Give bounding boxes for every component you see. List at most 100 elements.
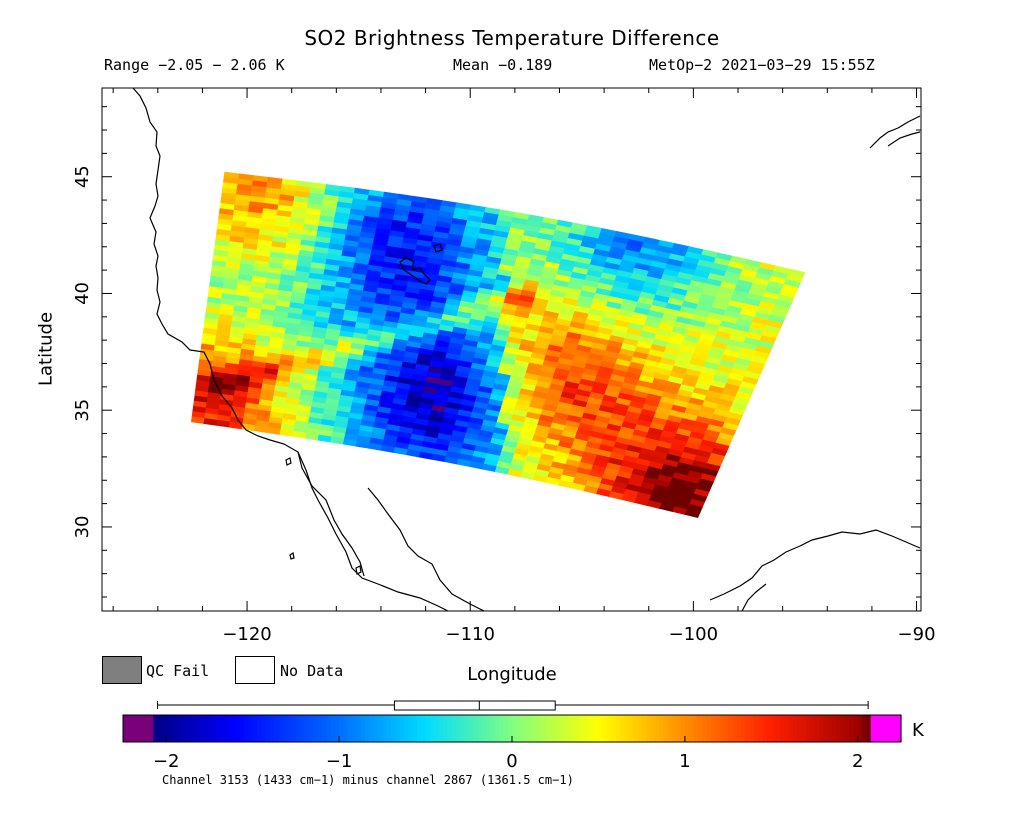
colorbar-segment bbox=[615, 715, 621, 742]
y-tick-label: 35 bbox=[72, 399, 93, 422]
colorbar-segment bbox=[797, 715, 803, 742]
colorbar-segment bbox=[875, 715, 880, 742]
colorbar-segment bbox=[710, 715, 716, 742]
colorbar-segment bbox=[745, 715, 751, 742]
colorbar-segment bbox=[408, 715, 414, 742]
colorbar-segment bbox=[174, 715, 180, 742]
colorbar-segment bbox=[382, 715, 388, 742]
colorbar-segment bbox=[269, 715, 275, 742]
colorbar-boxplot bbox=[157, 700, 869, 711]
colorbar-segment bbox=[161, 715, 167, 742]
colorbar-segment bbox=[373, 715, 379, 742]
colorbar-segment bbox=[352, 715, 357, 742]
colorbar-segment bbox=[300, 715, 306, 742]
colorbar-segment bbox=[218, 715, 224, 742]
y-axis: 30 35 40 45 bbox=[72, 106, 921, 598]
x-tick-label: −90 bbox=[898, 624, 936, 645]
colorbar-segment bbox=[425, 715, 431, 742]
colorbar-segment bbox=[736, 715, 742, 742]
colorbar-segment bbox=[546, 715, 552, 742]
colorbar-segment bbox=[378, 715, 383, 742]
y-tick-label: 45 bbox=[72, 165, 93, 188]
gulf-coast-south bbox=[741, 583, 767, 611]
colorbar-segment bbox=[585, 715, 591, 742]
y-tick-label: 40 bbox=[72, 282, 93, 305]
colorbar-segment bbox=[135, 715, 141, 742]
colorbar-segment bbox=[369, 715, 375, 742]
colorbar-segment bbox=[447, 715, 453, 742]
x-axis-label: Longitude bbox=[467, 664, 557, 685]
colorbar-segment bbox=[429, 715, 435, 742]
colorbar-tick-label: 1 bbox=[679, 751, 690, 772]
colorbar-segment bbox=[602, 715, 608, 742]
x-tick-label: −110 bbox=[445, 624, 494, 645]
colorbar-segment bbox=[637, 715, 643, 742]
colorbar-segment bbox=[779, 715, 785, 742]
colorbar-segment bbox=[434, 715, 440, 742]
colorbar-segment bbox=[693, 715, 699, 742]
colorbar-segment bbox=[888, 715, 893, 742]
colorbar-segment bbox=[792, 715, 798, 742]
colorbar-segment bbox=[810, 715, 816, 742]
west-coast bbox=[132, 88, 450, 611]
colorbar-tick-label: 2 bbox=[852, 751, 863, 772]
great-salt-lake bbox=[399, 257, 431, 285]
colorbar-segment bbox=[499, 715, 504, 742]
colorbar-segment bbox=[671, 715, 677, 742]
colorbar: −2 −1 0 1 2 bbox=[122, 714, 902, 772]
colorbar-segment bbox=[153, 715, 159, 742]
colorbar-segment bbox=[883, 715, 889, 742]
colorbar-segment bbox=[140, 715, 146, 742]
colorbar-segment bbox=[680, 715, 686, 742]
colorbar-segment bbox=[754, 715, 759, 742]
colorbar-segment bbox=[490, 715, 496, 742]
colorbar-segment bbox=[209, 715, 215, 742]
colorbar-segment bbox=[512, 715, 517, 742]
colorbar-segment bbox=[460, 715, 466, 742]
colorbar-segment bbox=[555, 715, 561, 742]
qc-fail-swatch bbox=[102, 656, 142, 684]
colorbar-segment bbox=[767, 715, 772, 742]
colorbar-segment bbox=[166, 715, 172, 742]
colorbar-tick-label: −2 bbox=[153, 751, 180, 772]
colorbar-segment bbox=[235, 715, 241, 742]
small-lake bbox=[433, 243, 443, 253]
colorbar-tick-label: 0 bbox=[506, 751, 517, 772]
colorbar-segment bbox=[330, 715, 336, 742]
colorbar-segment bbox=[542, 715, 548, 742]
colorbar-segment bbox=[866, 715, 872, 742]
colorbar-segment bbox=[295, 715, 301, 742]
colorbar-segment bbox=[676, 715, 682, 742]
colorbar-segment bbox=[244, 715, 249, 742]
chart-title: SO2 Brightness Temperature Difference bbox=[304, 26, 720, 50]
colorbar-segment bbox=[183, 715, 189, 742]
colorbar-segment bbox=[550, 715, 556, 742]
colorbar-segment bbox=[611, 715, 617, 742]
qc-fail-label: QC Fail bbox=[146, 662, 210, 680]
colorbar-segment bbox=[641, 715, 647, 742]
colorbar-segment bbox=[628, 715, 634, 742]
colorbar-segment bbox=[667, 715, 673, 742]
colorbar-segment bbox=[896, 715, 902, 742]
colorbar-segment bbox=[684, 715, 690, 742]
colorbar-segment bbox=[840, 715, 846, 742]
colorbar-segment bbox=[365, 715, 370, 742]
colorbar-segment bbox=[473, 715, 479, 742]
colorbar-segment bbox=[741, 715, 746, 742]
colorbar-tick-label: −1 bbox=[326, 751, 353, 772]
colorbar-segment bbox=[650, 715, 656, 742]
colorbar-segment bbox=[836, 715, 842, 742]
colorbar-segment bbox=[563, 715, 569, 742]
colorbar-segment bbox=[291, 715, 297, 742]
colorbar-segment bbox=[256, 715, 262, 742]
colorbar-segment bbox=[274, 715, 280, 742]
swath-pixel bbox=[684, 509, 701, 518]
colorbar-segment bbox=[633, 715, 638, 742]
colorbar-segment bbox=[222, 715, 228, 742]
swath-heatmap bbox=[190, 171, 806, 518]
colorbar-segment bbox=[520, 715, 526, 742]
colorbar-segment bbox=[321, 715, 327, 742]
colorbar-segment bbox=[347, 715, 353, 742]
colorbar-segment bbox=[442, 715, 448, 742]
x-axis: −120 −110 −100 −90 bbox=[112, 88, 936, 645]
